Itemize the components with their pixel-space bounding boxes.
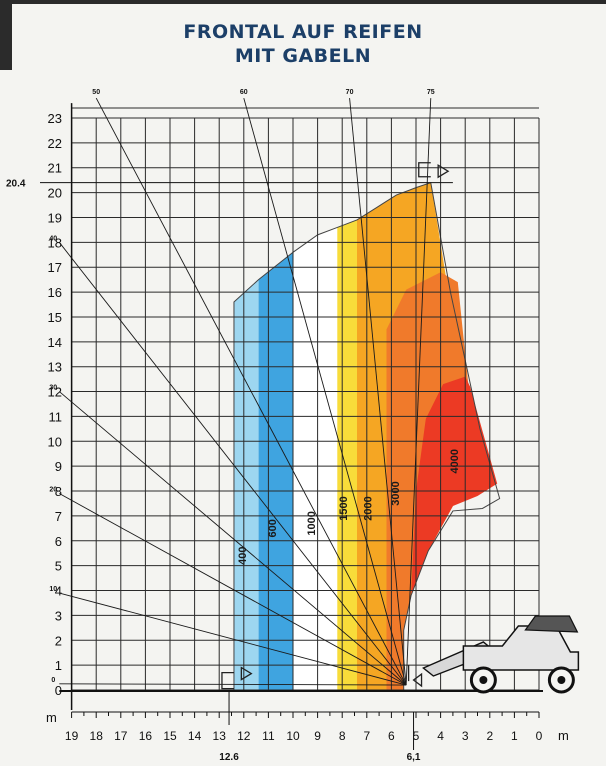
boom-line-75 — [405, 98, 432, 686]
y-tick-label: 23 — [48, 111, 62, 126]
left-border-tab — [0, 0, 12, 70]
x-tick-label: 18 — [90, 729, 104, 743]
boom-line-30 — [59, 391, 407, 686]
boom-angle-label-70: 70 — [346, 89, 354, 96]
fork-carriage-min-reach — [407, 665, 423, 688]
top-border — [0, 0, 606, 4]
x-tick-label: 17 — [114, 729, 128, 743]
y-tick-label: 22 — [48, 136, 62, 151]
y-tick-label: 7 — [55, 509, 62, 524]
load-zone-400 — [234, 279, 259, 690]
y-tick-label: 10 — [48, 434, 62, 449]
boom-line-70 — [349, 98, 407, 686]
y-tick-label: 11 — [49, 409, 63, 424]
front-hub — [479, 676, 488, 684]
y-tick-label: 8 — [55, 484, 62, 499]
load-zone-label-600: 600 — [267, 519, 279, 537]
boom-line-50 — [95, 97, 407, 686]
x-tick-label: 3 — [462, 729, 469, 743]
y-tick-label: 13 — [48, 360, 62, 375]
x-axis-unit: m — [558, 728, 569, 743]
boom-line-0 — [59, 683, 407, 686]
load-zone-600 — [258, 252, 293, 691]
y-tick-label: 20 — [48, 186, 62, 201]
boom-line-40 — [58, 242, 407, 686]
max-reach-label: 12.6 — [219, 752, 239, 763]
boom-angle-label-75: 75 — [427, 89, 435, 96]
x-tick-label: 8 — [339, 729, 346, 743]
boom-angle-lines — [58, 97, 432, 686]
boom-line-10 — [59, 592, 407, 686]
x-tick-label: 15 — [163, 729, 177, 743]
max-height-label: 20.4 — [6, 179, 26, 190]
load-zone-1000 — [293, 227, 338, 690]
load-zone-label-400: 400 — [237, 547, 249, 565]
x-tick-label: 14 — [188, 729, 202, 743]
load-zone-label-2000: 2000 — [363, 496, 375, 520]
fork-carriage-max-reach — [221, 666, 253, 690]
y-axis-unit: m — [46, 710, 57, 725]
chart-title-line-1: FRONTAL AUF REIFEN — [183, 21, 423, 43]
rear-hub — [557, 676, 566, 684]
y-tick-label: 15 — [48, 310, 62, 325]
y-tick-label: 12 — [48, 385, 62, 400]
boom-line-60 — [243, 97, 407, 686]
boom-angle-label-40: 40 — [49, 235, 57, 242]
x-tick-label: 19 — [65, 729, 79, 743]
axes — [40, 103, 543, 750]
boom-angle-label-20: 20 — [49, 487, 57, 494]
x-tick-label: 11 — [262, 729, 275, 743]
x-tick-label: 7 — [363, 729, 370, 743]
x-tick-label: 9 — [314, 729, 321, 743]
y-tick-label: 1 — [55, 658, 62, 673]
load-zones — [233, 181, 501, 691]
operator-cab — [524, 615, 579, 633]
chart-title-line-2: MIT GABELN — [234, 45, 372, 67]
y-tick-label: 3 — [55, 608, 62, 623]
x-tick-label: 6 — [388, 729, 395, 743]
boom-angle-label-50: 50 — [92, 89, 100, 96]
x-tick-label: 13 — [213, 729, 227, 743]
y-tick-label: 14 — [48, 335, 62, 350]
y-tick-label: 9 — [55, 459, 62, 474]
load-zone-label-3000: 3000 — [390, 481, 402, 505]
y-tick-label: 5 — [55, 559, 62, 574]
x-tick-label: 5 — [413, 729, 420, 743]
y-tick-label: 16 — [48, 285, 62, 300]
y-tick-label: 17 — [48, 260, 62, 275]
x-tick-label: 10 — [286, 729, 300, 743]
y-tick-label: 0 — [55, 683, 62, 698]
load-zone-label-1500: 1500 — [338, 496, 350, 520]
y-tick-label: 19 — [48, 210, 62, 225]
y-tick-label: 2 — [55, 633, 62, 648]
boom-angle-label-10: 10 — [49, 586, 57, 593]
fork-carriage-max-height — [418, 162, 450, 179]
y-tick-label: 21 — [48, 161, 62, 176]
load-zone-label-1000: 1000 — [306, 511, 318, 535]
boom-line-20 — [59, 493, 407, 686]
x-tick-label: 4 — [437, 729, 444, 743]
machine-body — [462, 625, 580, 671]
x-tick-label: 12 — [237, 729, 251, 743]
load-zone-label-4000: 4000 — [449, 449, 461, 473]
y-tick-label: 6 — [55, 534, 62, 549]
x-tick-label: 2 — [486, 729, 493, 743]
boom-angle-label-60: 60 — [240, 89, 248, 96]
boom-angle-label-30: 30 — [49, 385, 57, 392]
y-tick-label: 4 — [55, 584, 62, 599]
min-reach-label: 6,1 — [407, 752, 421, 763]
boom-angle-label-0: 0 — [51, 677, 55, 684]
y-tick-label: 18 — [48, 235, 62, 250]
x-tick-label: 0 — [536, 729, 543, 743]
x-tick-label: 1 — [511, 729, 518, 743]
telehandler-silhouette — [221, 162, 580, 694]
load-zone-1500 — [337, 220, 357, 690]
x-tick-label: 16 — [139, 729, 153, 743]
